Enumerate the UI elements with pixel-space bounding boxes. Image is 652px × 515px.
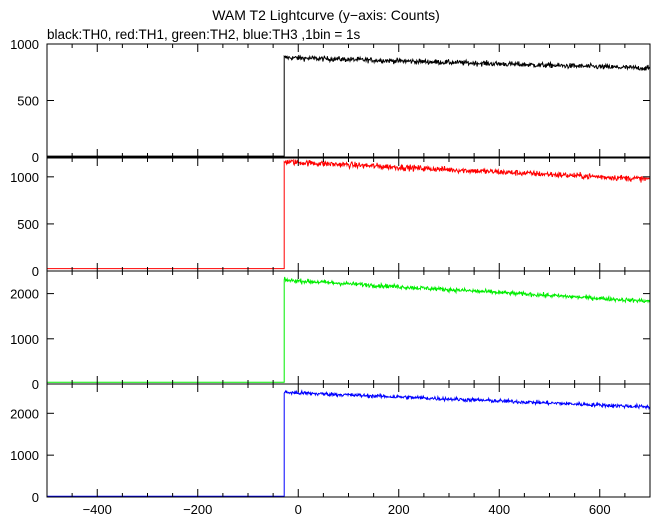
y-tick-label: 500 — [17, 217, 39, 232]
panel-frame-th3 — [46, 383, 651, 498]
panel-frame-th2 — [46, 270, 651, 385]
y-tick-label: 0 — [32, 377, 39, 392]
series-line-th3 — [47, 389, 651, 497]
y-tick-label: 0 — [32, 264, 39, 279]
x-tick-label: 600 — [589, 502, 611, 515]
series-line-th2 — [47, 276, 651, 383]
x-tick-label: 200 — [388, 502, 410, 515]
x-tick-label: 400 — [488, 502, 510, 515]
x-tick-label: −400 — [83, 502, 112, 515]
y-tick-label: 0 — [32, 490, 39, 505]
chart-subtitle: black:TH0, red:TH1, green:TH2, blue:TH3 … — [47, 27, 361, 42]
y-tick-label: 1000 — [10, 332, 39, 347]
series-line-th1 — [47, 158, 651, 270]
chart-title: WAM T2 Lightcurve (y−axis: Counts) — [212, 7, 440, 23]
y-tick-label: 0 — [32, 150, 39, 165]
x-tick-label: −200 — [183, 502, 212, 515]
x-tick-label: 0 — [295, 502, 302, 515]
series-line-th0 — [47, 54, 651, 157]
y-tick-label: 1000 — [10, 448, 39, 463]
y-tick-label: 1000 — [10, 37, 39, 52]
y-tick-label: 2000 — [10, 287, 39, 302]
y-tick-label: 500 — [17, 94, 39, 109]
y-tick-label: 1000 — [10, 170, 39, 185]
y-tick-label: 2000 — [10, 406, 39, 421]
